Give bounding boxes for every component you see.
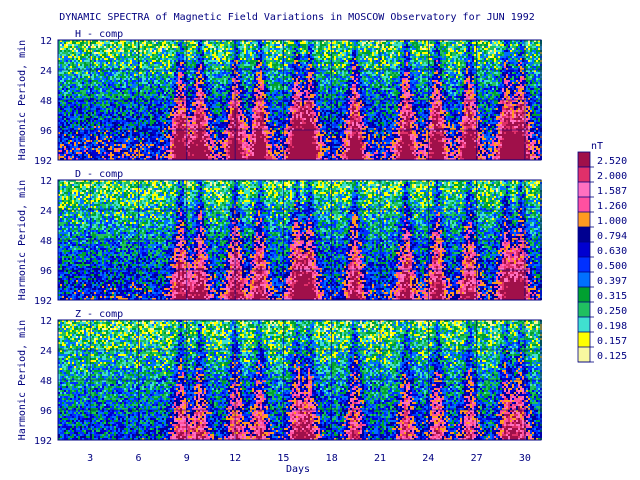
y-tick-label: 192 — [34, 156, 52, 167]
colorbar-label: 0.125 — [597, 351, 627, 362]
x-tick-label: 12 — [229, 453, 241, 464]
colorbar-label: 0.250 — [597, 306, 627, 317]
colorbar-label: 0.794 — [597, 231, 627, 242]
colorbar-swatch — [578, 257, 590, 272]
colorbar-swatch — [578, 242, 590, 257]
colorbar-label: 1.587 — [597, 186, 627, 197]
colorbar-swatch — [578, 227, 590, 242]
panel-label: Z - comp — [75, 309, 123, 320]
colorbar-frame — [577, 151, 591, 363]
colorbar-label: 0.198 — [597, 321, 627, 332]
y-tick-label: 24 — [40, 346, 52, 357]
panel-frame — [57, 319, 542, 441]
colorbar-swatch — [578, 212, 590, 227]
y-tick-label: 96 — [40, 406, 52, 417]
x-tick-label: 3 — [87, 453, 93, 464]
y-axis-label: Harmonic Period, min — [17, 180, 28, 300]
colorbar-label: 1.000 — [597, 216, 627, 227]
y-tick-label: 24 — [40, 206, 52, 217]
colorbar-label: 1.260 — [597, 201, 627, 212]
colorbar-label: 0.157 — [597, 336, 627, 347]
y-tick-label: 12 — [40, 176, 52, 187]
colorbar: nT 2.520 2.000 1.587 1.260 1.000 0.794 0.630 0.… — [577, 141, 627, 363]
y-tick-label: 12 — [40, 316, 52, 327]
chart-title: DYNAMIC SPECTRA of Magnetic Field Variat… — [59, 12, 535, 23]
x-tick-label: 30 — [519, 453, 531, 464]
y-axis-label: Harmonic Period, min — [17, 320, 28, 440]
y-tick-label: 24 — [40, 66, 52, 77]
panel-frame — [57, 39, 542, 161]
colorbar-label: 0.315 — [597, 291, 627, 302]
panel-0: H - comp 12 24 48 96 192 Harmonic Period, min — [17, 29, 542, 167]
colorbar-swatch — [578, 167, 590, 182]
y-tick-label: 192 — [34, 436, 52, 447]
colorbar-label: 2.520 — [597, 156, 627, 167]
colorbar-swatch — [578, 332, 590, 347]
y-tick-label: 48 — [40, 96, 52, 107]
x-tick-label: 18 — [326, 453, 338, 464]
heatmap-cells — [58, 40, 542, 160]
y-tick-label: 12 — [40, 36, 52, 47]
colorbar-label: 0.500 — [597, 261, 627, 272]
x-tick-label: 15 — [277, 453, 289, 464]
colorbar-swatch — [578, 152, 590, 167]
colorbar-swatch — [578, 287, 590, 302]
x-tick-label: 27 — [471, 453, 483, 464]
heatmap-cells — [58, 180, 542, 300]
colorbar-label: 0.630 — [597, 246, 627, 257]
colorbar-swatch — [578, 182, 590, 197]
panel-frame — [57, 179, 542, 301]
y-tick-label: 192 — [34, 296, 52, 307]
colorbar-label: 0.397 — [597, 276, 627, 287]
x-tick-label: 9 — [184, 453, 190, 464]
x-axis-ticks: 3 6 9 12 15 18 21 24 27 30 — [87, 453, 531, 464]
x-tick-label: 21 — [374, 453, 386, 464]
colorbar-swatch — [578, 347, 590, 362]
panel-1: D - comp 12 24 48 96 192 Harmonic Period, min — [17, 169, 542, 307]
y-tick-label: 48 — [40, 236, 52, 247]
colorbar-swatch — [578, 302, 590, 317]
panel-2: Z - comp 12 24 48 96 192 Harmonic Period, min — [17, 309, 542, 447]
x-axis-label: Days — [286, 464, 310, 475]
y-tick-label: 48 — [40, 376, 52, 387]
y-axis-label: Harmonic Period, min — [17, 40, 28, 160]
colorbar-swatch — [578, 197, 590, 212]
y-tick-label: 96 — [40, 126, 52, 137]
x-tick-label: 24 — [422, 453, 434, 464]
colorbar-unit: nT — [591, 141, 603, 152]
x-tick-label: 6 — [135, 453, 141, 464]
panel-label: H - comp — [75, 29, 123, 40]
y-tick-label: 96 — [40, 266, 52, 277]
colorbar-swatch — [578, 272, 590, 287]
panel-label: D - comp — [75, 169, 123, 180]
colorbar-swatch — [578, 317, 590, 332]
colorbar-label: 2.000 — [597, 171, 627, 182]
